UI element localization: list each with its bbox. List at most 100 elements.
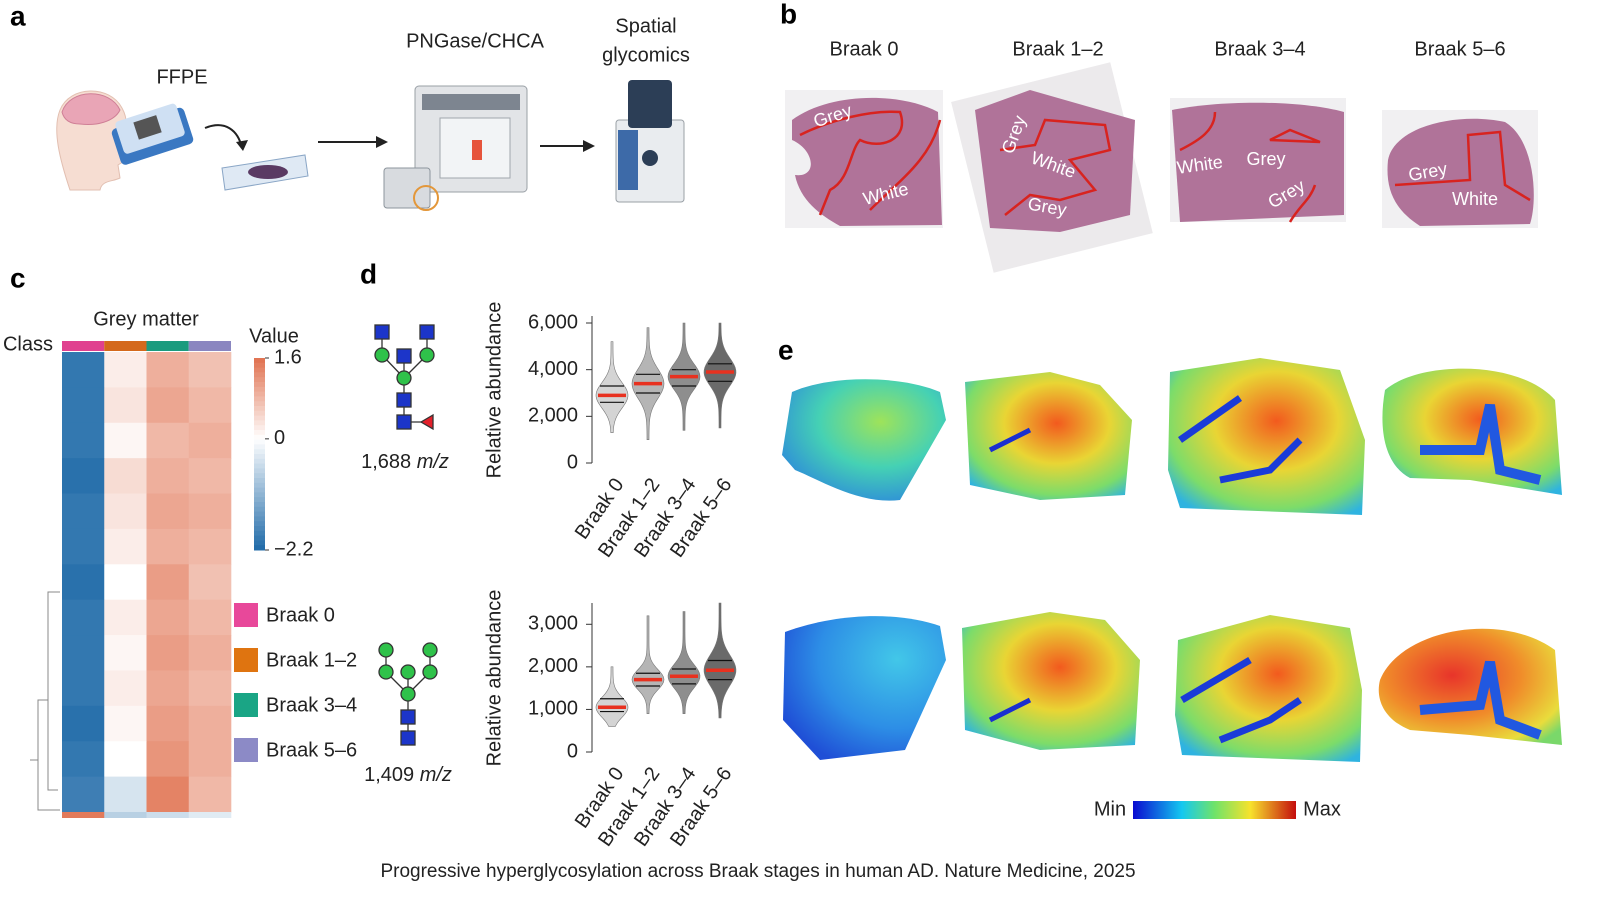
y-tick-label: 6,000	[528, 311, 578, 333]
legend-label: Braak 3–4	[266, 694, 357, 716]
grey-white-boundary	[1394, 130, 1531, 202]
colorbar-step	[254, 425, 265, 431]
colorbar-step	[254, 420, 265, 426]
heatmap-cell	[104, 670, 147, 707]
tissue	[1387, 118, 1534, 226]
stage-title: Braak 1–2	[1012, 38, 1103, 60]
white-matter-low	[988, 427, 1032, 453]
heatmap-cell	[188, 776, 232, 813]
violin	[595, 666, 629, 727]
msi-map	[1168, 358, 1365, 515]
step-label: Spatial	[615, 15, 676, 37]
panel-label: b	[780, 0, 797, 29]
panel-label: e	[778, 334, 794, 365]
arrow	[204, 124, 243, 149]
grey-white-boundary	[799, 110, 904, 216]
msi-map	[965, 372, 1132, 500]
heatmap-cell	[62, 493, 105, 530]
y-axis-label: Relative abundance	[483, 590, 505, 767]
legend-label: Braak 5–6	[266, 739, 357, 761]
colorbar-step	[254, 367, 265, 373]
mass-unit: m/z	[420, 764, 452, 786]
tissue	[1172, 102, 1344, 222]
heatmap-cell	[146, 387, 190, 424]
msi-maps	[782, 358, 1562, 819]
heatmap-title: Grey matter	[93, 308, 199, 330]
colorbar-step	[254, 521, 265, 527]
class-bar	[62, 341, 105, 351]
msi-map	[782, 379, 946, 501]
heatmap-cell	[146, 352, 190, 388]
violin	[631, 615, 665, 714]
colorbar-step	[254, 516, 265, 522]
panel-label: d	[360, 258, 377, 289]
colorbar-step	[254, 415, 265, 421]
heatmap-cell	[104, 599, 147, 636]
colorbar-step	[254, 506, 265, 513]
colorbar-step	[254, 401, 265, 407]
region-label: White	[1452, 189, 1498, 209]
colorbar-step	[254, 535, 265, 541]
heatmap-cell	[146, 599, 190, 636]
stage-title: Braak 3–4	[1214, 38, 1305, 60]
step-label: PNGase/CHCA	[406, 30, 544, 52]
colorbar-step	[254, 430, 265, 436]
heatmap-cell	[188, 352, 232, 388]
heatmap-cell	[62, 458, 105, 495]
colorbar-step	[254, 434, 265, 441]
brain	[61, 93, 121, 125]
heatmap-cell	[62, 599, 105, 636]
vial	[472, 140, 482, 160]
heatmap-cell	[104, 493, 147, 530]
step-label: FFPE	[156, 66, 207, 88]
heatmap-cell	[104, 352, 147, 388]
grey-white-boundary	[999, 118, 1112, 216]
heatmap-cell	[104, 528, 147, 565]
legend-swatch	[234, 648, 258, 672]
white-matter-low	[1177, 395, 1303, 484]
heatmap-cell	[146, 458, 190, 495]
mass-label: 1,409 m/z	[364, 764, 452, 786]
colorbar-step	[254, 454, 265, 460]
colorbar-step	[254, 530, 265, 537]
colorbar-step	[254, 362, 265, 369]
colorbar-step	[254, 386, 265, 393]
y-tick-label: 3,000	[528, 613, 578, 635]
heatmap-cell	[146, 776, 190, 813]
class-bar	[104, 341, 147, 351]
spectrometer-top	[628, 80, 672, 128]
y-tick-label: 1,000	[528, 698, 578, 720]
heatmap-cell	[146, 422, 190, 459]
heatmap-cell	[188, 564, 232, 601]
cassette	[111, 103, 194, 165]
heatmap-cell	[62, 776, 105, 813]
heatmap-cell	[62, 528, 105, 565]
class-label: Class	[3, 333, 53, 355]
msi-map	[783, 616, 946, 760]
heatmap-cell	[188, 741, 232, 778]
y-tick-label: 4,000	[528, 358, 578, 380]
intensity-colorbar	[1133, 801, 1296, 819]
panel-label: c	[10, 262, 26, 293]
heatmap-cell	[188, 493, 232, 530]
colorbar-step	[254, 372, 265, 378]
tissue	[975, 90, 1135, 232]
colorbar-step	[254, 511, 265, 517]
heatmap-cell	[188, 528, 232, 565]
colorbar-step	[254, 478, 265, 484]
heatmap-cell	[104, 705, 147, 742]
heatmap-cell	[188, 812, 232, 818]
heatmap-cell	[146, 635, 190, 671]
colorbar-step	[254, 540, 265, 546]
heatmap-cell	[62, 812, 105, 818]
sprayer-top	[422, 94, 520, 110]
heatmap-cell	[104, 776, 147, 813]
heatmap-cell	[62, 741, 105, 778]
msi-map	[962, 612, 1140, 750]
white-matter-low	[1180, 656, 1302, 744]
heatmap-cell	[146, 812, 190, 818]
heatmap-cell	[104, 422, 147, 459]
colorbar-step	[254, 482, 265, 489]
heatmap-cell	[104, 387, 147, 424]
